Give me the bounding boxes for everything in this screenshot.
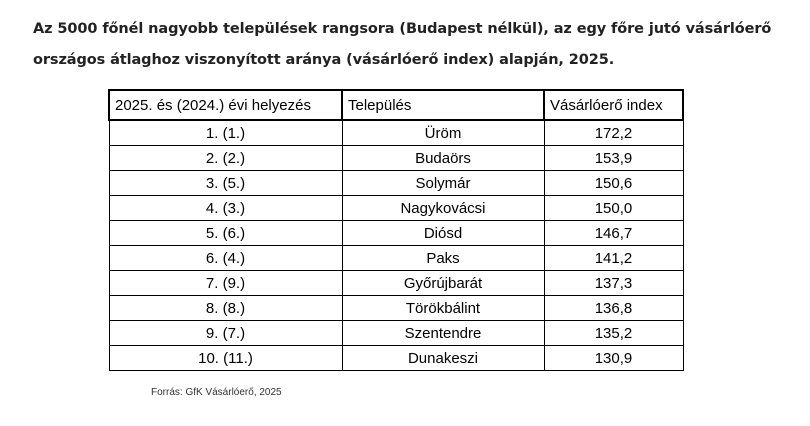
rank-cell: 7. (9.) <box>108 270 343 296</box>
table-row: 4. (3.) Nagykovácsi 150,0 <box>108 195 684 221</box>
table-header-row: 2025. és (2024.) évi helyezés Település … <box>108 89 684 121</box>
rank-cell: 4. (3.) <box>108 195 343 221</box>
town-cell: Nagykovácsi <box>341 195 545 221</box>
table-row: 3. (5.) Solymár 150,6 <box>108 170 684 196</box>
rank-cell: 10. (11.) <box>108 345 343 371</box>
town-cell: Solymár <box>341 170 545 196</box>
table-row: 1. (1.) Üröm 172,2 <box>108 119 684 146</box>
header-index: Vásárlóerő index <box>543 89 684 121</box>
index-cell: 150,6 <box>543 170 684 196</box>
rank-cell: 5. (6.) <box>108 220 343 246</box>
table-row: 10. (11.) Dunakeszi 130,9 <box>108 345 684 371</box>
index-cell: 150,0 <box>543 195 684 221</box>
source-note: Forrás: GfK Vásárlóerő, 2025 <box>151 387 282 398</box>
table-row: 2. (2.) Budaörs 153,9 <box>108 145 684 171</box>
index-cell: 130,9 <box>543 345 684 371</box>
table-row: 8. (8.) Törökbálint 136,8 <box>108 295 684 321</box>
town-cell: Dunakeszi <box>341 345 545 371</box>
town-cell: Paks <box>341 245 545 271</box>
rank-cell: 1. (1.) <box>108 119 343 146</box>
rank-cell: 8. (8.) <box>108 295 343 321</box>
index-cell: 172,2 <box>543 119 684 146</box>
table-row: 6. (4.) Paks 141,2 <box>108 245 684 271</box>
header-town: Település <box>341 89 545 121</box>
index-cell: 141,2 <box>543 245 684 271</box>
rank-cell: 9. (7.) <box>108 320 343 346</box>
header-rank: 2025. és (2024.) évi helyezés <box>108 89 343 121</box>
index-cell: 137,3 <box>543 270 684 296</box>
rank-cell: 6. (4.) <box>108 245 343 271</box>
index-cell: 136,8 <box>543 295 684 321</box>
town-cell: Szentendre <box>341 320 545 346</box>
index-cell: 135,2 <box>543 320 684 346</box>
town-cell: Diósd <box>341 220 545 246</box>
index-cell: 153,9 <box>543 145 684 171</box>
table-row: 5. (6.) Diósd 146,7 <box>108 220 684 246</box>
rank-cell: 3. (5.) <box>108 170 343 196</box>
page-title: Az 5000 főnél nagyobb települések rangso… <box>33 21 772 68</box>
ranking-table: 2025. és (2024.) évi helyezés Település … <box>108 89 684 371</box>
town-cell: Törökbálint <box>341 295 545 321</box>
town-cell: Üröm <box>341 119 545 146</box>
index-cell: 146,7 <box>543 220 684 246</box>
table-row: 9. (7.) Szentendre 135,2 <box>108 320 684 346</box>
town-cell: Győrújbarát <box>341 270 545 296</box>
rank-cell: 2. (2.) <box>108 145 343 171</box>
table-row: 7. (9.) Győrújbarát 137,3 <box>108 270 684 296</box>
town-cell: Budaörs <box>341 145 545 171</box>
